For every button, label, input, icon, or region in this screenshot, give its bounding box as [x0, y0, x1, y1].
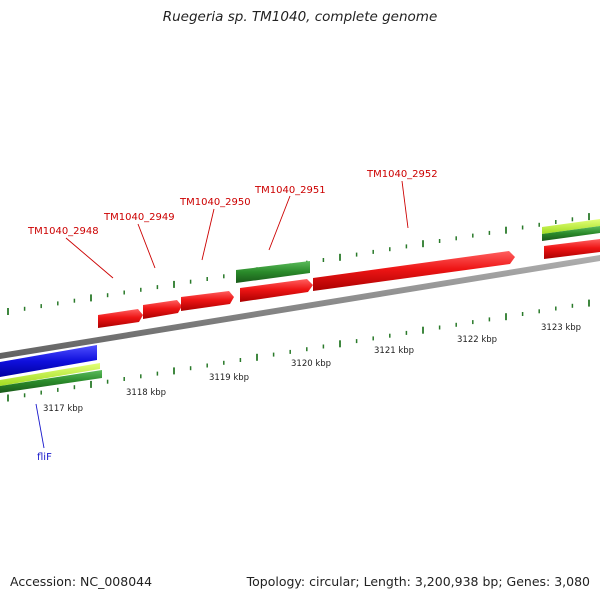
- gene-arrow-TM1040_2949: [143, 300, 182, 319]
- gene-label-TM1040_2952: TM1040_2952: [366, 169, 438, 180]
- red-feature-right: [544, 239, 600, 259]
- tick-label-3123: 3123 kbp: [541, 323, 581, 333]
- gene-label-TM1040_2949: TM1040_2949: [103, 212, 175, 223]
- leader-fliF: [35, 403, 45, 449]
- leader-TM1040_2949: [137, 223, 156, 269]
- tick-label-3117: 3117 kbp: [43, 404, 83, 414]
- blue-feature-fliF: [0, 345, 97, 377]
- lime-feature-left: [0, 363, 100, 386]
- lime-feature-right: [542, 219, 600, 234]
- green-feature-left: [0, 370, 102, 393]
- gene-label-fliF: fliF: [37, 452, 52, 463]
- gene-arrow-TM1040_2948: [98, 309, 143, 328]
- tick-label-3121: 3121 kbp: [374, 346, 414, 356]
- tick-label-3120: 3120 kbp: [291, 359, 331, 369]
- gene-label-TM1040_2948: TM1040_2948: [27, 226, 99, 237]
- backbone-track: [0, 255, 600, 359]
- leader-TM1040_2948: [65, 237, 114, 279]
- genome-stats-text: Topology: circular; Length: 3,200,938 bp…: [246, 574, 590, 589]
- tick-label-3118: 3118 kbp: [126, 388, 166, 398]
- left-feature-stack: [0, 345, 102, 393]
- tick-label-3122: 3122 kbp: [457, 335, 497, 345]
- forward-gene-track: [98, 251, 515, 328]
- gene-label-TM1040_2951: TM1040_2951: [254, 185, 326, 196]
- right-feature-stack: [542, 219, 600, 259]
- gene-labels: TM1040_2948 TM1040_2949 TM1040_2950 TM10…: [27, 169, 438, 463]
- gene-arrow-TM1040_2951: [240, 279, 313, 302]
- leader-TM1040_2950: [201, 208, 215, 261]
- leader-TM1040_2951: [268, 195, 291, 251]
- tick-label-3119: 3119 kbp: [209, 373, 249, 383]
- genome-backbone: [0, 255, 600, 359]
- gene-arrow-TM1040_2950: [181, 291, 234, 311]
- map-title: Ruegeria sp. TM1040, complete genome: [162, 9, 438, 25]
- leader-TM1040_2952: [401, 180, 409, 229]
- gene-leader-lines: [65, 180, 409, 279]
- green-feature-mid: [236, 261, 310, 283]
- green-feature-right: [542, 226, 600, 241]
- accession-text: Accession: NC_008044: [10, 574, 153, 589]
- gene-arrow-TM1040_2952: [313, 251, 515, 291]
- kbp-tick-labels: 3117 kbp 3118 kbp 3119 kbp 3120 kbp 3121…: [43, 323, 581, 414]
- inner-scale-ticks: [7, 299, 590, 402]
- gene-label-TM1040_2950: TM1040_2950: [179, 197, 251, 208]
